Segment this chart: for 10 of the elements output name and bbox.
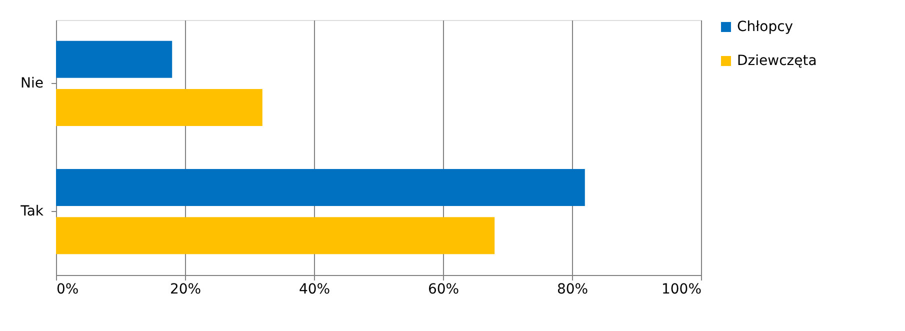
x-tick-label: 60% — [428, 282, 460, 298]
x-tick-label: 20% — [170, 282, 202, 298]
y-tick-label: Tak — [20, 204, 44, 220]
y-tick-label: Nie — [20, 75, 44, 92]
x-tick-label: 80% — [556, 282, 588, 298]
legend-label: Chłopcy — [737, 19, 794, 35]
x-tick-label: 100% — [661, 282, 702, 298]
x-tick-label: 0% — [56, 282, 79, 298]
x-tick-label: 40% — [298, 282, 330, 298]
legend-label: Dziewczęta — [737, 53, 817, 69]
